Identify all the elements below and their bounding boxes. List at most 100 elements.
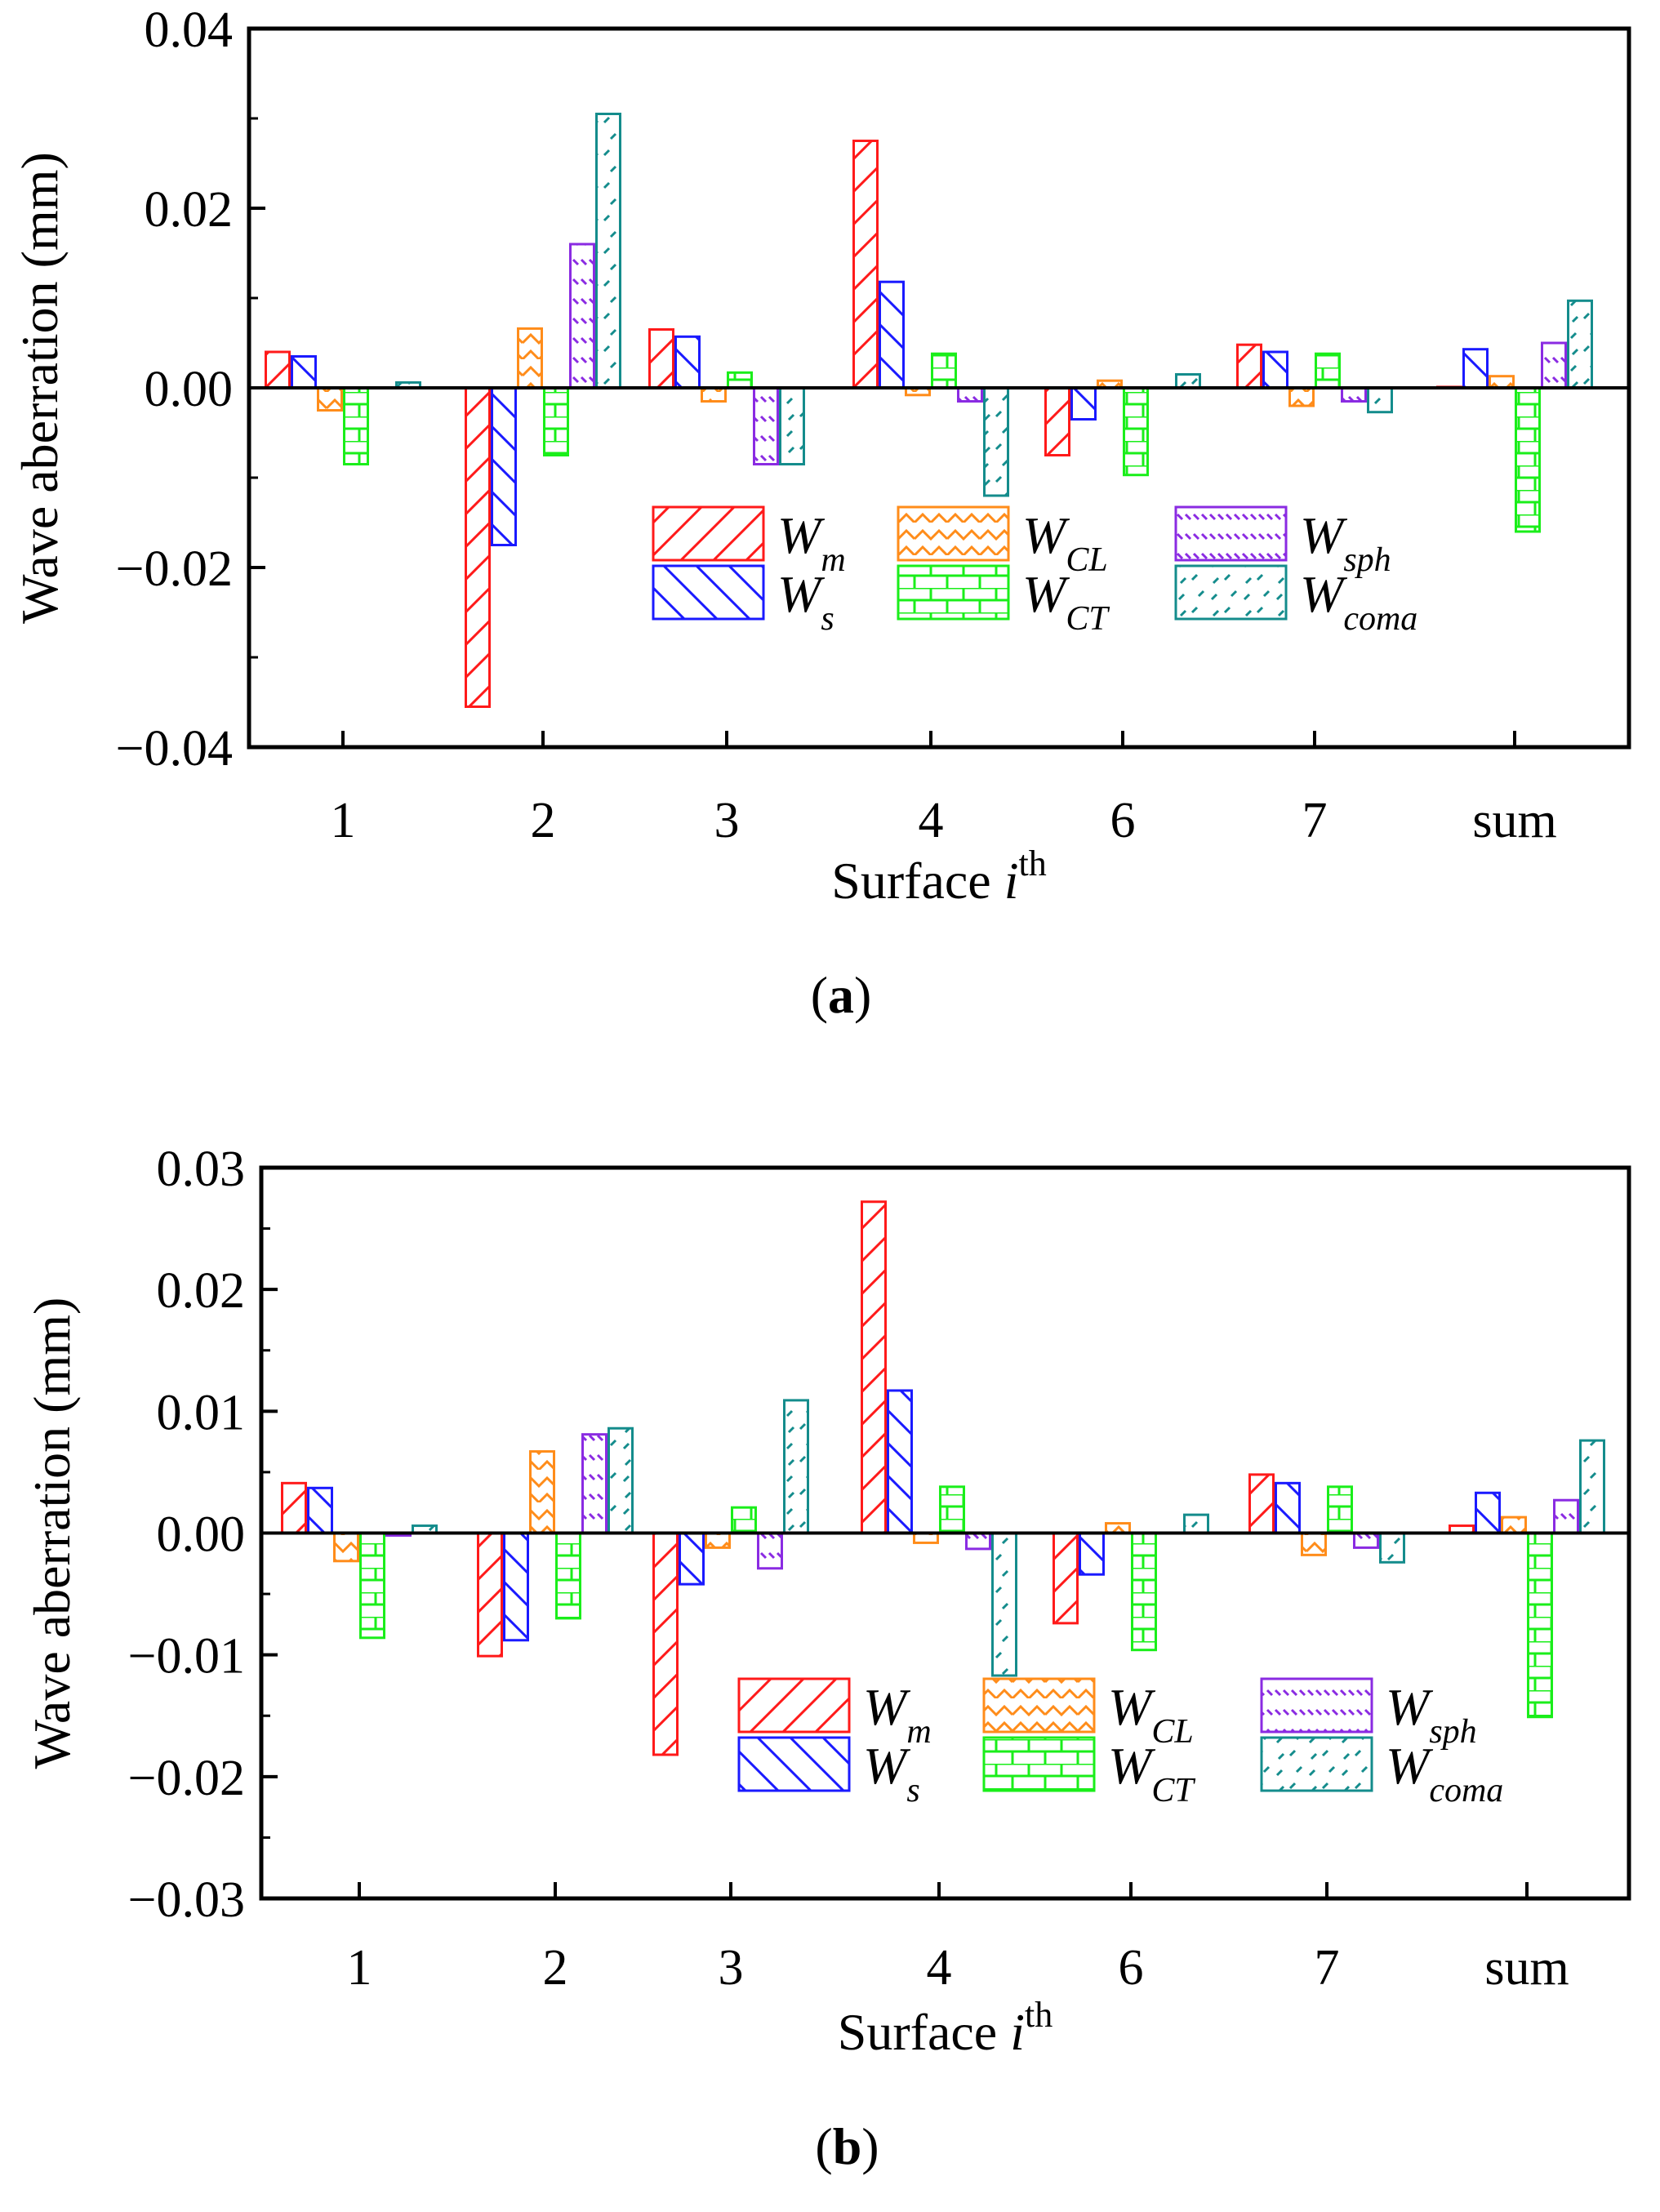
bar-CT-6 [1131, 1532, 1157, 1652]
x-tick-label: 7 [1302, 793, 1328, 848]
bar-m-7 [1248, 1473, 1275, 1535]
bar-CT-2 [543, 386, 569, 456]
x-tick-label: 1 [331, 793, 356, 848]
bar-sph-2 [581, 1433, 607, 1535]
bar-CL-2 [517, 327, 543, 389]
bar-s-1 [307, 1486, 333, 1535]
chart-b: 0.03 0.02 0.01 0.00 −0.01 −0.02 −0.03 Wave aber… [23, 1142, 1631, 2175]
bar-s-3 [674, 335, 701, 389]
x-tick-label: 6 [1110, 793, 1136, 848]
bar-CT-1 [343, 386, 369, 465]
bar-CL-3 [705, 1532, 731, 1549]
bar-coma-7 [1379, 1532, 1405, 1564]
bar-CT-sum [1515, 386, 1541, 533]
bar-m-4 [861, 1200, 887, 1535]
bar-coma-2 [607, 1426, 634, 1535]
bar-coma-3 [779, 386, 805, 465]
x-tick-label: 3 [714, 793, 740, 848]
y-tick-label: −0.02 [128, 1751, 245, 1806]
bar-CL-7 [1288, 386, 1315, 407]
y-tick-label: 0.01 [157, 1385, 246, 1440]
bar-CT-6 [1123, 386, 1149, 477]
bar-CT-1 [359, 1532, 385, 1640]
bar-CL-1 [317, 386, 343, 412]
bar-coma-2 [595, 113, 621, 389]
x-tick-label: 3 [719, 1940, 744, 1996]
y-tick-label: −0.01 [128, 1629, 245, 1685]
x-axis-label: Surface ith [838, 1995, 1053, 2061]
bar-CL-2 [529, 1450, 555, 1535]
bar-CL-sum [1489, 375, 1515, 389]
bar-s-6 [1070, 386, 1097, 421]
bar-m-7 [1236, 343, 1262, 389]
bar-m-1 [281, 1481, 307, 1535]
x-tick-label: 6 [1119, 1940, 1144, 1996]
bar-m-6 [1053, 1532, 1079, 1625]
bar-coma-sum [1567, 299, 1593, 389]
bar-s-3 [679, 1532, 705, 1586]
x-tick-label: 4 [919, 793, 944, 848]
bar-sph-4 [965, 1532, 991, 1551]
x-axis-label: Surface ith [831, 843, 1046, 910]
bar-sph-4 [957, 386, 983, 403]
bar-CT-4 [931, 352, 957, 389]
y-tick-label: 0.03 [157, 1142, 246, 1197]
bar-s-7 [1275, 1481, 1301, 1535]
bar-CT-2 [555, 1532, 581, 1620]
legend-swatch-sph [1260, 1677, 1373, 1734]
x-tick-label: sum [1484, 1940, 1569, 1996]
bar-s-6 [1079, 1532, 1105, 1576]
x-tick-label: 1 [347, 1940, 372, 1996]
bar-CT-3 [727, 371, 753, 389]
legend-swatch-s [652, 564, 765, 621]
bar-CL-7 [1301, 1532, 1327, 1556]
bar-sph-7 [1341, 386, 1367, 403]
bar-s-4 [879, 280, 905, 389]
bar-coma-6 [1183, 1513, 1209, 1534]
bar-sph-sum [1553, 1498, 1579, 1534]
bar-CL-1 [333, 1532, 359, 1563]
x-tick-label: 4 [927, 1940, 952, 1996]
y-tick-label: 0.02 [157, 1263, 246, 1319]
bar-CL-sum [1501, 1515, 1527, 1534]
bar-m-2 [465, 386, 491, 708]
bar-coma-4 [983, 386, 1009, 497]
bar-CT-7 [1315, 352, 1341, 389]
y-tick-label: −0.04 [116, 721, 233, 777]
bar-CT-7 [1327, 1485, 1353, 1534]
bar-s-4 [887, 1389, 913, 1534]
bar-CT-3 [731, 1506, 757, 1535]
y-tick-label: 0.04 [145, 2, 234, 58]
panel-label: (b) [815, 2117, 879, 2175]
bar-s-sum [1462, 348, 1489, 389]
bar-sph-3 [757, 1532, 783, 1570]
bar-CT-sum [1527, 1532, 1553, 1719]
y-tick-label: 0.00 [157, 1507, 246, 1563]
y-tick-label: 0.02 [145, 182, 234, 238]
legend-label-CL: WCL [1108, 1678, 1194, 1751]
bar-coma-6 [1175, 373, 1201, 389]
x-tick-label: 7 [1315, 1940, 1340, 1996]
bar-coma-3 [783, 1399, 809, 1534]
bar-s-1 [291, 355, 317, 389]
x-tick-label: sum [1472, 793, 1556, 848]
bar-m-6 [1044, 386, 1070, 456]
bar-m-1 [265, 350, 291, 389]
legend-swatch-m [652, 505, 765, 562]
bar-m-3 [652, 1532, 679, 1756]
bar-m-3 [648, 328, 674, 389]
x-tick-label: 2 [531, 793, 556, 848]
bar-coma-7 [1367, 386, 1393, 414]
bar-s-7 [1262, 350, 1288, 389]
bar-sph-7 [1353, 1532, 1379, 1549]
y-tick-label: −0.03 [128, 1872, 245, 1928]
y-tick-label: 0.00 [145, 362, 234, 417]
chart-a: 0.04 0.02 0.00 −0.02 −0.04 Wave aberration (m… [11, 2, 1631, 1024]
bar-sph-2 [569, 243, 595, 389]
legend-swatch-s [737, 1736, 851, 1792]
bar-m-4 [852, 140, 879, 389]
bar-m-2 [477, 1532, 503, 1658]
panel-label: (a) [811, 966, 872, 1024]
bar-s-sum [1475, 1491, 1501, 1535]
